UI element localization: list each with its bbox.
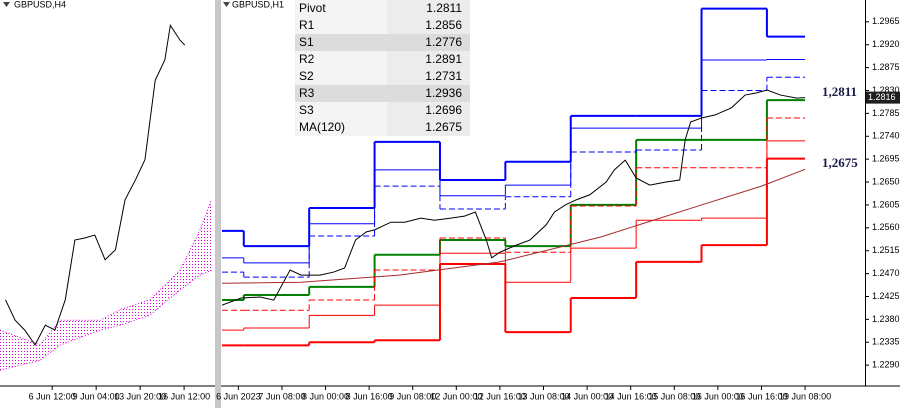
price-label-box: [866, 91, 900, 104]
x-tick-label: 16 Jun 00:00: [692, 391, 744, 401]
level-value: 1.2731: [387, 68, 470, 85]
level-value: 1.2675: [387, 119, 470, 136]
annotation: 1,2811: [822, 84, 857, 99]
level-row: R2 1.2891: [295, 51, 470, 68]
cloud-fill: [0, 199, 212, 371]
y-tick-label: 1.2875: [872, 62, 900, 72]
level-row: S2 1.2731: [295, 68, 470, 85]
levels-table: Pivot 1.2811 R1 1.2856 S1 1.2776 R2 1.2891 S2 1.2…: [295, 0, 470, 136]
level-row: S1 1.2776: [295, 34, 470, 51]
ma-line: [222, 168, 806, 284]
y-tick-label: 1.2920: [872, 39, 900, 49]
level-row: Pivot 1.2811: [295, 0, 470, 17]
right-title: GBPUSD,H1: [232, 0, 284, 9]
y-tick-label: 1.2650: [872, 176, 900, 186]
level-value: 1.2891: [387, 51, 470, 68]
annotation: 1,2675: [822, 155, 858, 170]
level-value: 1.2776: [387, 34, 470, 51]
y-tick-label: 1.2470: [872, 268, 900, 278]
level-value: 1.2696: [387, 102, 470, 119]
left-title: GBPUSD,H4: [14, 0, 66, 9]
level-name: R1: [295, 17, 388, 34]
level-name: R2: [295, 51, 388, 68]
level-name: Pivot: [295, 0, 388, 17]
right-plot: [222, 7, 806, 347]
level-value: 1.2936: [387, 85, 470, 102]
x-tick-label: 14 Jun 00:00: [561, 391, 613, 401]
level-row: R1 1.2856: [295, 17, 470, 34]
x-tick-label: 8 Jun 00:00: [302, 391, 349, 401]
y-tick-label: 1.2560: [872, 222, 900, 232]
y-tick-label: 1.2380: [872, 314, 900, 324]
x-tick-label: 9 Jun 04:00: [73, 391, 120, 401]
level-row: S3 1.2696: [295, 102, 470, 119]
x-tick-label: 6 Jun 12:00: [29, 391, 76, 401]
price-line: [222, 89, 806, 306]
y-tick-label: 1.2605: [872, 199, 900, 209]
x-tick-label: 13 Jun 20:00: [114, 391, 166, 401]
price-label: 1.2816: [868, 92, 896, 102]
panel-separator[interactable]: [215, 0, 221, 408]
x-tick-label: 14 Jun 16:00: [605, 391, 657, 401]
x-tick-label: 8 Jun 16:00: [346, 391, 393, 401]
level-row: R3 1.2936: [295, 85, 470, 102]
x-tick-label: 16 Jun 16:00: [735, 391, 787, 401]
x-tick-label: 7 Jun 08:00: [258, 391, 305, 401]
level-row: MA(120) 1.2675: [295, 119, 470, 136]
y-tick-label: 1.2785: [872, 108, 900, 118]
x-tick-label: 6 Jun 2023: [216, 391, 261, 401]
level-value: 1.2811: [387, 0, 470, 17]
x-tick-label: 12 Jun 00:00: [430, 391, 482, 401]
x-tick-label: 15 Jun 08:00: [648, 391, 700, 401]
y-tick-label: 1.2515: [872, 245, 900, 255]
x-tick-label: 12 Jun 16:00: [474, 391, 526, 401]
y-tick-label: 1.2695: [872, 154, 900, 164]
title-icon: [3, 2, 10, 7]
y-tick-label: 1.2830: [872, 85, 900, 95]
y-tick-label: 1.2740: [872, 131, 900, 141]
x-tick-label: 19 Jun 08:00: [779, 391, 831, 401]
price-line: [5, 23, 186, 346]
level-name: S2: [295, 68, 388, 85]
level-name: S1: [295, 34, 388, 51]
cloud-lower: [0, 269, 212, 371]
y-tick-label: 1.2290: [872, 360, 900, 370]
y-tick-label: 1.2965: [872, 16, 900, 26]
x-tick-label: 13 Jun 08:00: [517, 391, 569, 401]
level-name: MA(120): [295, 119, 388, 136]
x-tick-label: 16 Jun 12:00: [158, 391, 210, 401]
level-name: R3: [295, 85, 388, 102]
level-name: S3: [295, 102, 388, 119]
left-plot: [0, 23, 213, 371]
title-icon: [223, 2, 230, 7]
y-tick-label: 1.2425: [872, 291, 900, 301]
y-tick-label: 1.2335: [872, 337, 900, 347]
cloud-upper: [0, 199, 213, 346]
x-tick-label: 9 Jun 08:00: [389, 391, 436, 401]
level-value: 1.2856: [387, 17, 470, 34]
